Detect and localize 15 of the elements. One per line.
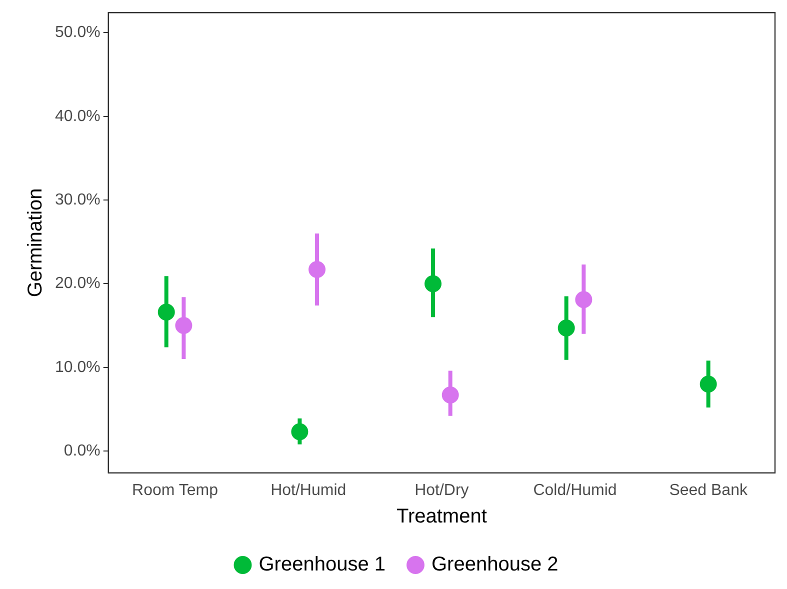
y-tick-label: 0.0%	[64, 442, 100, 460]
y-tick-label: 50.0%	[54, 24, 100, 42]
x-tick-label: Room Temp	[132, 482, 218, 499]
x-tick-label: Cold/Humid	[533, 482, 617, 499]
y-tick-label: 40.0%	[54, 108, 100, 125]
x-tick-label: Seed Bank	[669, 482, 748, 499]
x-tick-label: Hot/Dry	[414, 482, 469, 499]
x-axis-title: Treatment	[396, 506, 488, 528]
y-axis-title: Germination	[24, 188, 47, 298]
y-tick-label: 20.0%	[54, 275, 100, 292]
y-tick-label: 30.0%	[54, 191, 100, 208]
legend-label: Greenhouse 1	[258, 554, 386, 576]
legend-label: Greenhouse 2	[432, 554, 558, 576]
y-tick-label: 10.0%	[54, 358, 100, 376]
x-tick-label: Hot/Humid	[270, 482, 346, 499]
